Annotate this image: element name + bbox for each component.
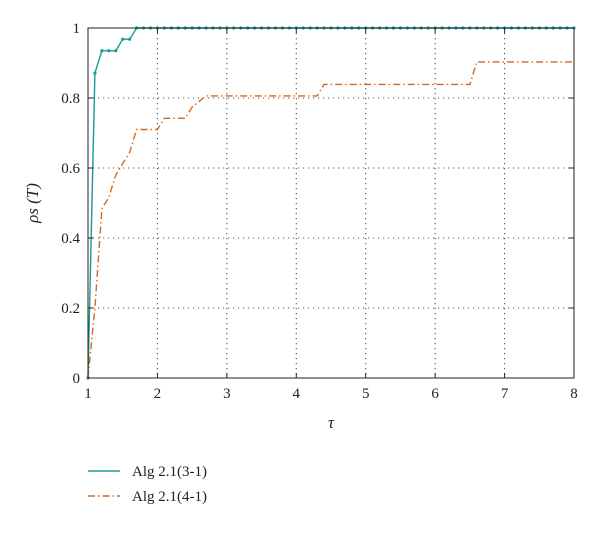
series-line-2 [87,61,574,379]
y-tick-label: 0.8 [61,91,80,107]
x-tick-label: 6 [431,386,439,402]
x-axis-label: τ [328,413,335,432]
x-tick-label: 1 [84,386,92,402]
series-1-point [128,37,132,41]
series-1-point [121,37,125,41]
grid-lines [88,28,574,378]
series-1-point [114,49,118,53]
legend-label-2: Alg 2.1(4-1) [132,489,207,505]
series-group [86,26,576,380]
plot-area-frame [87,27,575,379]
legend-label-1: Alg 2.1(3-1) [132,464,207,480]
y-tick-label: 1 [73,21,81,37]
series-1-point [93,71,97,75]
y-tick-label: 0.4 [61,231,80,247]
legend: Alg 2.1(3-1) Alg 2.1(4-1) [88,464,207,505]
series-1-point [107,49,111,53]
x-tick-label: 7 [501,386,509,402]
series-line-1 [87,27,574,379]
y-tick-label: 0.2 [61,301,80,317]
x-tick-label: 4 [293,386,301,402]
x-tick-label: 3 [223,386,231,402]
x-tick-label: 5 [362,386,370,402]
y-tick-label: 0 [73,371,81,387]
series-1-point [100,49,104,53]
x-tick-label: 8 [570,386,578,402]
y-tick-label: 0.6 [61,161,80,177]
axis-ticks: 1 2 3 4 5 6 7 8 0 0.2 0.4 0.6 0.8 1 [61,21,578,402]
y-axis-label: ρs (T) [23,183,42,224]
x-tick-label: 2 [154,386,162,402]
